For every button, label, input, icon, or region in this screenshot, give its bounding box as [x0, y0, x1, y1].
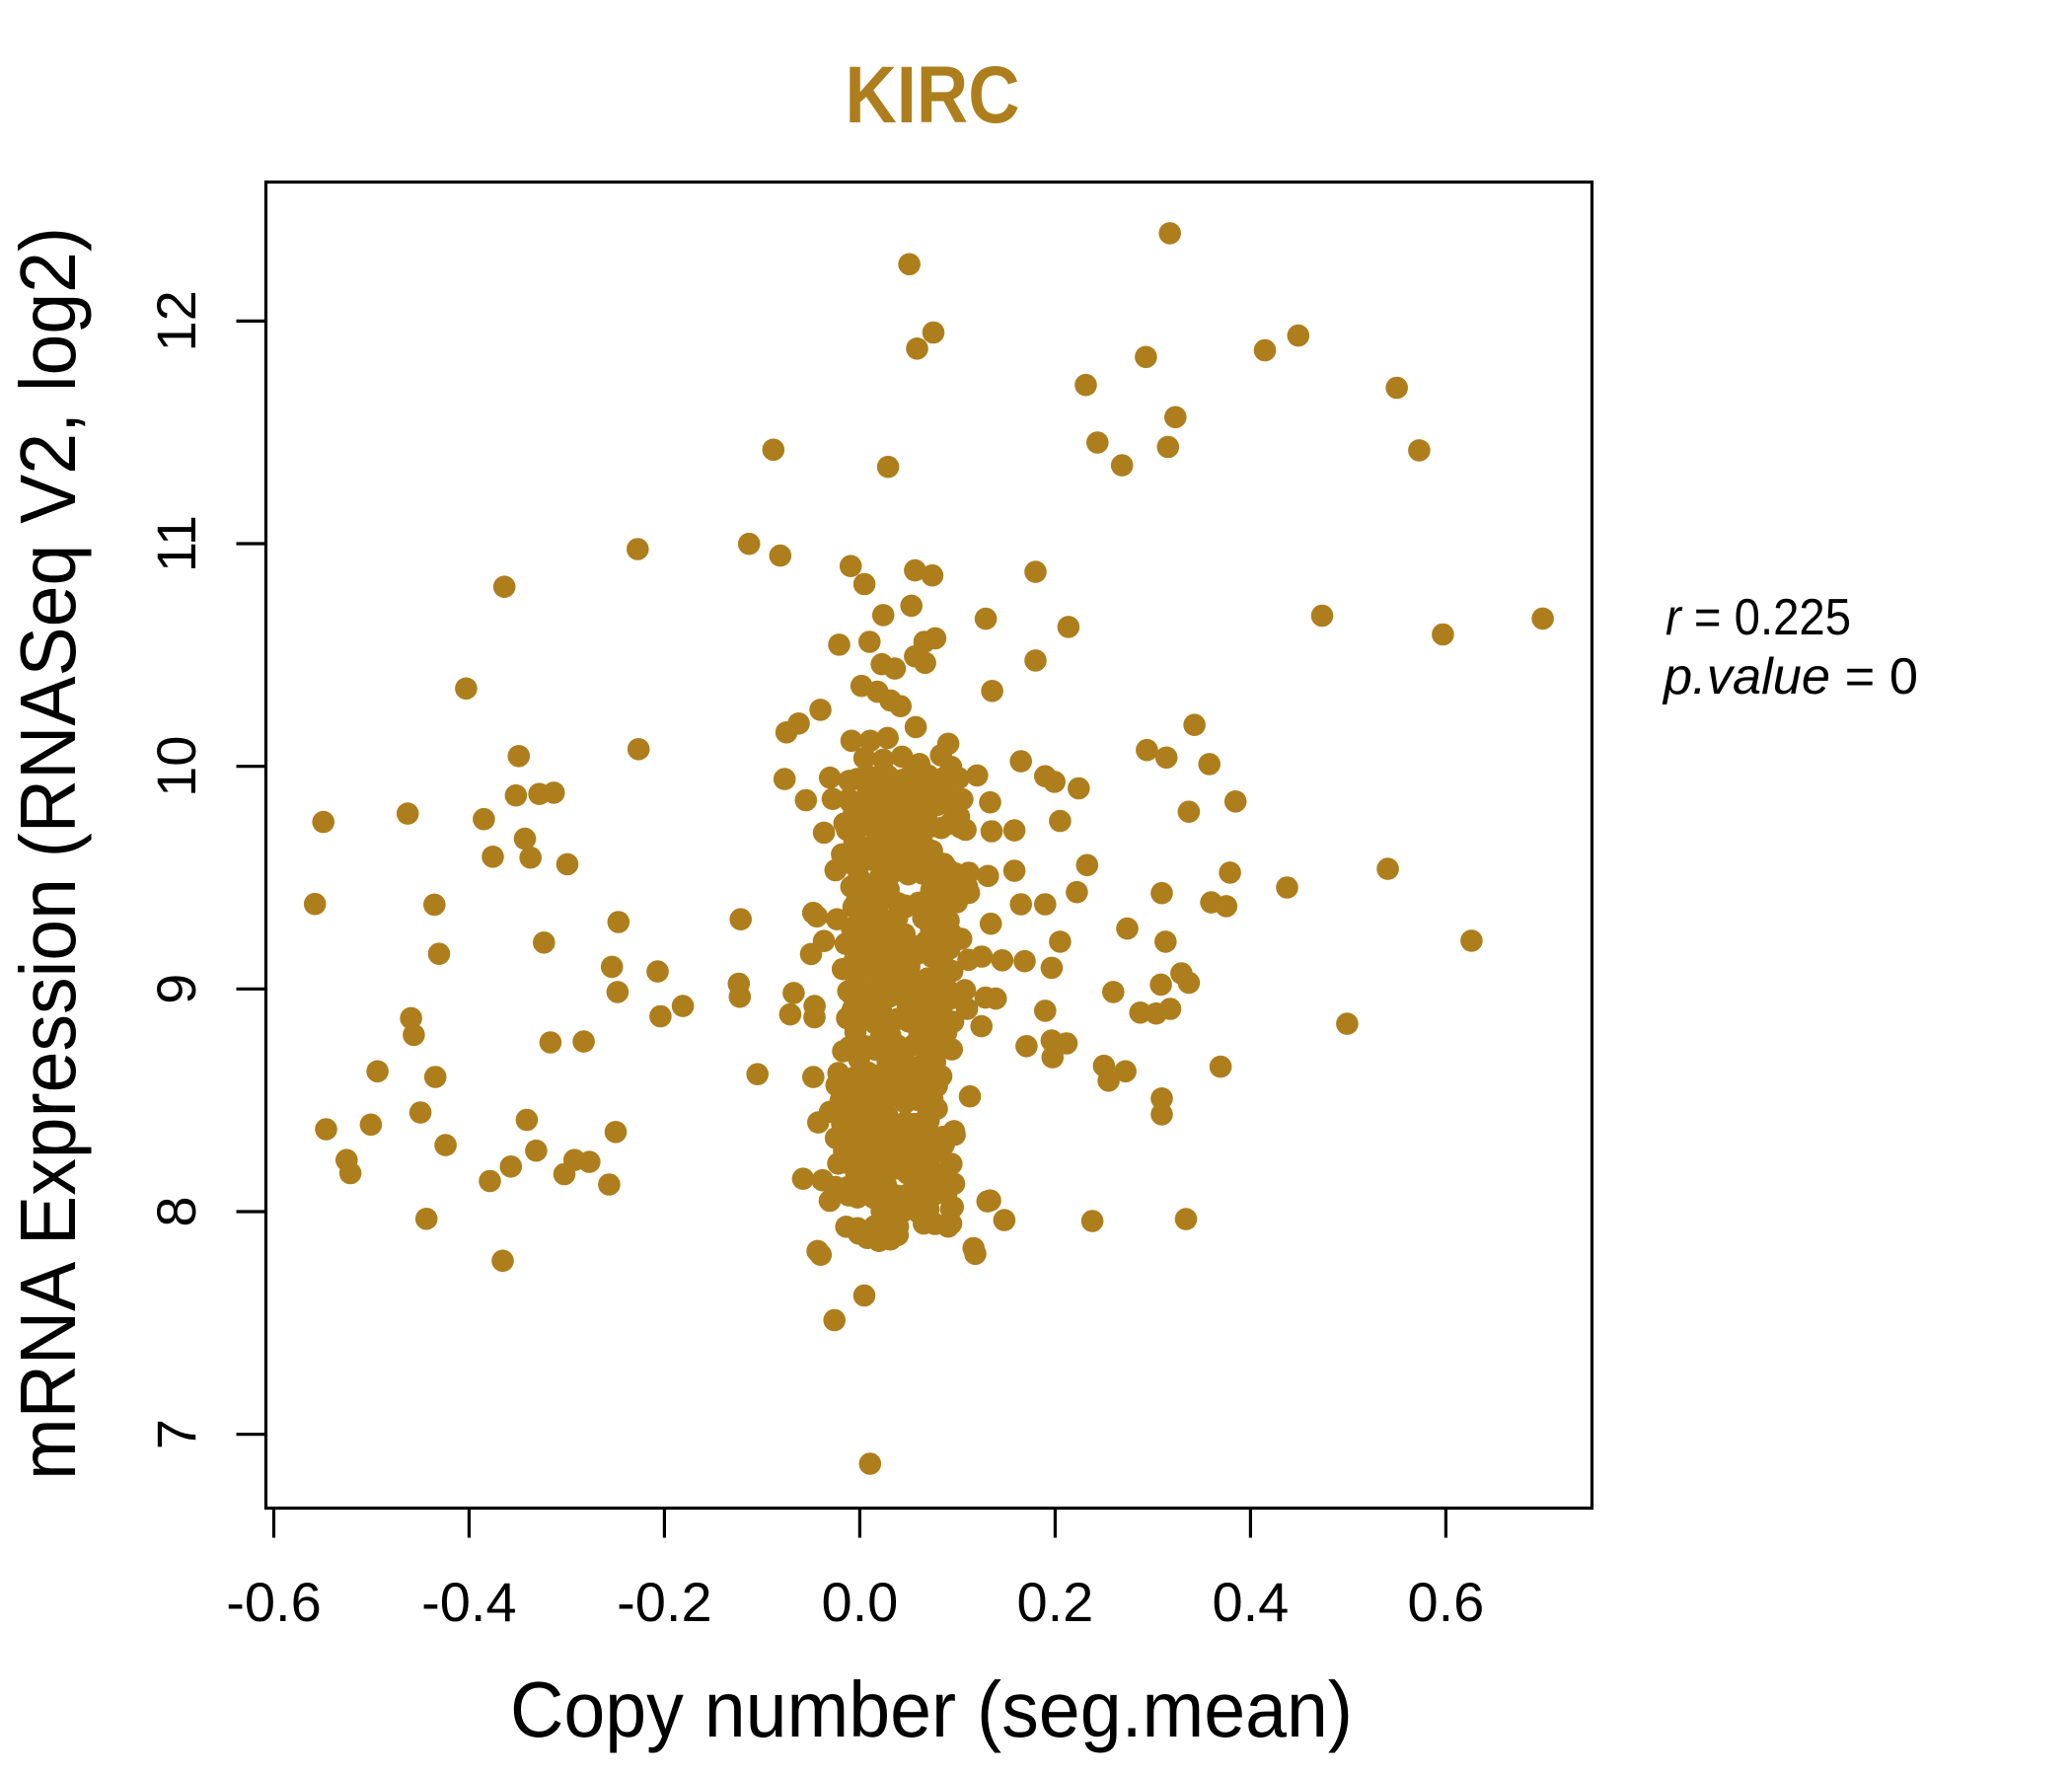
svg-text:11: 11: [145, 515, 207, 572]
svg-text:-0.2: -0.2: [617, 1571, 712, 1633]
svg-text:8: 8: [145, 1196, 207, 1226]
svg-text:0.6: 0.6: [1407, 1571, 1484, 1633]
svg-text:KIRC: KIRC: [846, 50, 1020, 140]
svg-text:0.0: 0.0: [821, 1571, 898, 1633]
svg-text:10: 10: [145, 736, 207, 797]
svg-text:r = 0.225: r = 0.225: [1665, 589, 1851, 646]
svg-text:p.value = 0: p.value = 0: [1662, 648, 1918, 705]
svg-text:7: 7: [145, 1419, 207, 1449]
svg-text:-0.6: -0.6: [226, 1571, 322, 1633]
svg-text:12: 12: [145, 290, 207, 351]
svg-text:mRNA Expression (RNASeq V2, lo: mRNA Expression (RNASeq V2, log2): [4, 227, 92, 1480]
svg-text:Copy number (seg.mean): Copy number (seg.mean): [510, 1665, 1353, 1753]
svg-text:-0.4: -0.4: [421, 1571, 517, 1633]
svg-text:0.2: 0.2: [1016, 1571, 1093, 1633]
svg-text:9: 9: [145, 974, 207, 1004]
svg-text:0.4: 0.4: [1212, 1571, 1289, 1633]
